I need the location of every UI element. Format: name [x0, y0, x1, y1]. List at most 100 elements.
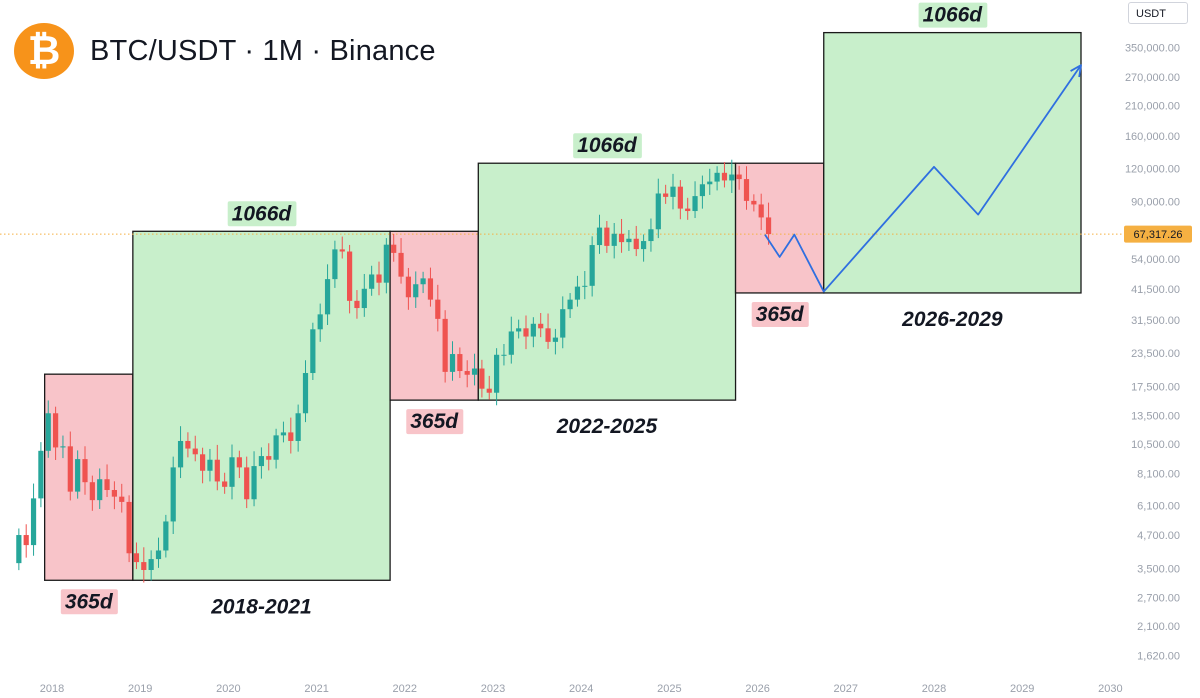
candle-body: [692, 196, 698, 212]
x-tick-label: 2030: [1098, 683, 1122, 695]
candle-body: [405, 276, 411, 298]
currency-unit-badge[interactable]: USDT: [1128, 2, 1188, 24]
candle: [302, 360, 309, 423]
y-tick-label: 54,000.00: [1131, 254, 1180, 266]
candle-body: [457, 354, 463, 372]
candle: [589, 236, 595, 297]
candle-body: [596, 227, 603, 246]
candle-body: [192, 448, 198, 455]
candle-body: [685, 208, 691, 212]
candle-body: [589, 245, 595, 286]
candle-body: [545, 328, 551, 342]
y-tick-label: 210,000.00: [1125, 100, 1180, 112]
candle-body: [104, 479, 110, 491]
candle-body: [324, 279, 331, 315]
candle: [67, 431, 73, 501]
candle: [177, 426, 184, 479]
y-tick-label: 1,620.00: [1137, 650, 1180, 662]
candle-body: [244, 467, 250, 500]
x-tick-label: 2020: [216, 683, 240, 695]
candle: [538, 313, 544, 338]
candle: [16, 528, 22, 571]
y-tick-label: 4,700.00: [1137, 530, 1180, 542]
candle-body: [347, 251, 353, 301]
candle-body: [699, 184, 705, 197]
candle-body: [435, 299, 441, 319]
candle: [699, 175, 705, 209]
candle-body: [258, 456, 264, 467]
candle-body: [633, 238, 639, 250]
candle-body: [302, 373, 309, 414]
candle: [89, 475, 95, 511]
candle: [133, 542, 140, 570]
candle: [332, 240, 338, 288]
candle: [75, 450, 81, 499]
candle-body: [391, 244, 397, 253]
candle-body: [332, 249, 338, 280]
candle: [427, 267, 434, 307]
candle: [376, 261, 382, 296]
current-price-tag: [1124, 225, 1192, 243]
candle: [721, 162, 728, 188]
candle: [163, 514, 169, 558]
candle: [648, 218, 654, 252]
candle-body: [317, 314, 323, 330]
candle-body: [266, 456, 272, 460]
candle-body: [75, 459, 81, 492]
candle-body: [523, 328, 529, 337]
y-tick-label: 90,000.00: [1131, 196, 1180, 208]
duration-label-bg: [751, 301, 809, 327]
candle-body: [111, 490, 117, 497]
candle: [236, 450, 242, 479]
candle-body: [501, 354, 507, 356]
candle-body: [38, 450, 44, 499]
candle-body: [449, 354, 456, 372]
candle: [30, 483, 37, 556]
candle-body: [641, 241, 647, 250]
chart-header: ₿ BTC/USDT · 1M · Binance: [14, 22, 436, 80]
x-tick-label: 2023: [481, 683, 505, 695]
candle: [207, 448, 213, 482]
candle: [288, 417, 294, 454]
candle: [626, 230, 632, 251]
y-tick-label: 10,500.00: [1131, 439, 1180, 451]
candle: [192, 435, 198, 462]
candle-body: [222, 481, 228, 487]
period-label: 2026-2029: [901, 308, 1003, 331]
candle: [126, 495, 132, 563]
candle: [457, 347, 463, 379]
candle-body: [288, 432, 294, 441]
candle: [442, 310, 448, 383]
candle-body: [479, 368, 485, 389]
candle-body: [574, 286, 581, 300]
candle: [45, 400, 51, 458]
cycle-boxes: [44, 31, 1082, 581]
candle: [391, 233, 397, 262]
candle: [765, 202, 772, 245]
candle: [222, 472, 228, 494]
candle: [736, 165, 742, 190]
candle-body: [82, 459, 88, 483]
candle: [339, 236, 345, 259]
candle: [494, 348, 500, 406]
candle-body: [530, 323, 536, 337]
projection-line: [764, 64, 1082, 293]
candle: [751, 194, 757, 212]
candle-body: [413, 284, 419, 298]
candle: [111, 481, 117, 510]
candle: [604, 221, 610, 253]
candle: [200, 447, 206, 484]
projection-arrowhead: [1070, 64, 1082, 78]
candle-body: [53, 413, 59, 448]
candle-body: [626, 238, 632, 243]
candle: [707, 168, 713, 195]
candle: [567, 293, 573, 318]
candle: [405, 267, 411, 310]
candle: [347, 244, 353, 314]
candle-body: [398, 252, 404, 277]
x-tick-label: 2019: [128, 683, 152, 695]
candle-body: [471, 368, 478, 375]
candle-body: [273, 435, 279, 460]
candle-body: [60, 446, 66, 448]
candle: [251, 451, 257, 507]
